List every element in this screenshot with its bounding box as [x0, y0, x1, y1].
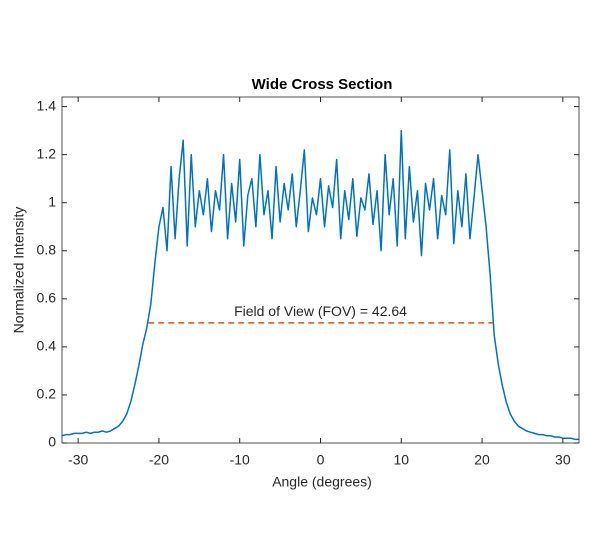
y-tick-label: 1.2 — [37, 145, 57, 161]
x-tick-label: 0 — [317, 452, 325, 468]
data-line — [61, 129, 579, 441]
y-tick-label: 0.6 — [37, 290, 57, 306]
chart-title: Wide Cross Section — [252, 76, 393, 93]
x-tick-label: -20 — [149, 452, 169, 468]
x-tick-label: 10 — [393, 452, 409, 468]
y-tick-label: 0.8 — [37, 241, 57, 257]
y-tick-label: 1.4 — [37, 97, 57, 113]
x-tick-label: 20 — [474, 452, 490, 468]
x-axis-label: Angle (degrees) — [272, 474, 372, 490]
x-tick-label: 30 — [555, 452, 571, 468]
x-tick-label: -30 — [68, 452, 88, 468]
annotation: Field of View (FOV) = 42.64 — [234, 303, 407, 319]
y-tick-label: 0 — [48, 434, 56, 450]
y-axis-label: Normalized Intensity — [11, 207, 27, 334]
x-tick-label: -10 — [230, 452, 250, 468]
y-tick-label: 1 — [48, 193, 56, 209]
y-tick-label: 0.2 — [37, 386, 57, 402]
y-tick-label: 0.4 — [37, 338, 57, 354]
axes-box — [61, 96, 580, 444]
